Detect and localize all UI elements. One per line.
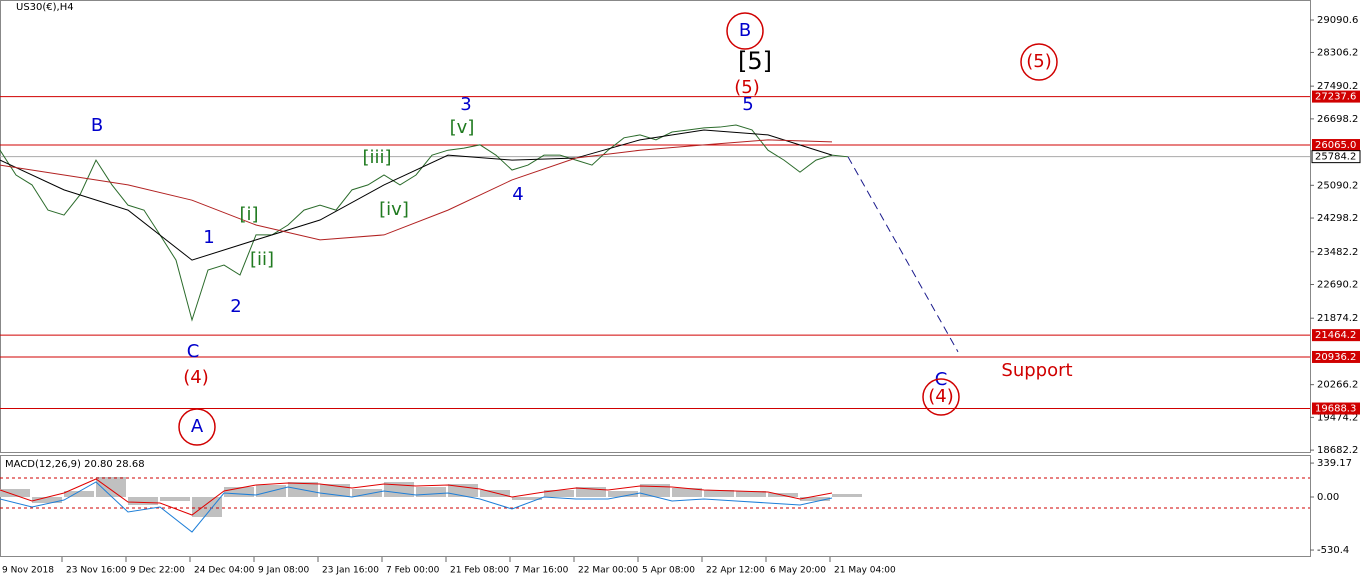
wave-label: [iii] [362, 147, 391, 168]
histogram-bar [416, 487, 446, 497]
wave-label: (4) [928, 386, 954, 407]
level-box [1312, 139, 1360, 152]
macd-title: MACD(12,26,9) 20.80 28.68 [5, 459, 145, 470]
x-tick-label: 23 Nov 16:00 [66, 566, 127, 576]
histogram-bar [32, 497, 62, 503]
level-box [1312, 90, 1360, 103]
y-tick-label: 29090.6 [1317, 15, 1358, 26]
x-tick-label: 9 Nov 2018 [2, 566, 54, 576]
wave-circle [178, 408, 216, 446]
wave-label: [5] [738, 47, 772, 75]
wave-label: 3 [460, 94, 471, 115]
wave-circle [1020, 43, 1058, 81]
wave-label: (4) [183, 367, 209, 388]
y-tick-label: 23482.2 [1317, 247, 1358, 258]
signal-line [0, 478, 833, 516]
wave-label: [iv] [379, 199, 409, 220]
current-price-label: 25784.2 [1315, 152, 1356, 163]
x-tick-label: 22 Mar 00:00 [578, 566, 638, 576]
histogram-bar [352, 489, 382, 497]
y-tick-label: -530.4 [1317, 545, 1349, 556]
wave-label: C [187, 341, 200, 362]
macd-frame [0, 455, 1311, 557]
x-tick-label: 7 Feb 00:00 [386, 566, 440, 576]
x-tick-label: 6 May 20:00 [770, 566, 826, 576]
level-label: 27237.6 [1315, 92, 1356, 103]
wave-label: Support [1001, 360, 1072, 381]
histogram-bar [96, 477, 126, 497]
wave-label: 5 [742, 94, 753, 115]
x-tick-label: 21 May 04:00 [834, 566, 896, 576]
x-tick-label: 23 Jan 16:00 [322, 566, 379, 576]
level-box [1312, 329, 1360, 342]
level-label: 26065.0 [1315, 140, 1356, 151]
level-label: 19688.3 [1315, 404, 1356, 415]
histogram-bar [672, 488, 702, 497]
wave-label: [v] [450, 117, 475, 138]
level-box [1312, 402, 1360, 415]
wave-label: [ii] [250, 249, 274, 270]
histogram-bar [0, 489, 30, 497]
x-tick-label: 7 Mar 16:00 [514, 566, 569, 576]
histogram-bar [640, 484, 670, 497]
histogram-bar [832, 494, 862, 497]
y-tick-label: 22690.2 [1317, 279, 1358, 290]
wave-circle [922, 378, 960, 416]
wave-circle [726, 12, 764, 50]
y-tick-label: 21874.2 [1317, 313, 1358, 324]
y-tick-label: 0.00 [1317, 492, 1339, 503]
y-tick-label: 26698.2 [1317, 114, 1358, 125]
chart-title: US30(€),H4 [16, 2, 74, 13]
x-tick-label: 24 Dec 04:00 [194, 566, 255, 576]
y-tick-label: 28306.2 [1317, 47, 1358, 58]
y-tick-label: 25090.2 [1317, 180, 1358, 191]
histogram-bar [800, 497, 830, 501]
histogram-bar [224, 487, 254, 497]
histogram-bar [192, 497, 222, 517]
histogram-bar [704, 490, 734, 497]
histogram-bar [576, 487, 606, 497]
main-frame [0, 0, 1311, 453]
y-tick-label: 24298.2 [1317, 213, 1358, 224]
price-line [0, 124, 849, 322]
macd-line [0, 481, 833, 533]
wave-label: 1 [203, 227, 214, 248]
histogram-bar [160, 497, 190, 501]
histogram-bar [544, 490, 574, 497]
y-tick-label: 339.17 [1317, 458, 1352, 469]
x-tick-label: 21 Feb 08:00 [450, 566, 509, 576]
y-tick-label: 27490.2 [1317, 81, 1358, 92]
histogram-bar [736, 491, 766, 497]
x-tick-label: 22 Apr 12:00 [706, 566, 765, 576]
histogram-bar [64, 491, 94, 497]
histogram-bar [608, 491, 638, 497]
slow-ma [0, 139, 833, 241]
wave-label: (5) [734, 77, 760, 98]
wave-label: B [91, 115, 103, 136]
wave-label: A [191, 416, 204, 437]
wave-label: B [739, 20, 751, 41]
x-tick-label: 5 Apr 08:00 [642, 566, 695, 576]
fast-ma [0, 129, 833, 261]
wave-label: [i] [239, 204, 258, 225]
wave-label: (5) [1026, 51, 1052, 72]
price-box [1311, 150, 1361, 164]
level-label: 20936.2 [1315, 352, 1356, 363]
y-tick-label: 20266.2 [1317, 380, 1358, 391]
histogram-bar [448, 484, 478, 497]
x-tick-label: 9 Dec 22:00 [130, 566, 185, 576]
level-box [1312, 350, 1360, 363]
projection [847, 156, 959, 353]
y-tick-label: 19474.2 [1317, 412, 1358, 423]
histogram-bar [128, 497, 158, 505]
histogram-bar [512, 497, 542, 500]
x-tick-label: 9 Jan 08:00 [258, 566, 310, 576]
wave-label: 2 [230, 296, 241, 317]
y-tick-label: 18682.2 [1317, 445, 1358, 456]
wave-label: 4 [512, 184, 523, 205]
histogram-bar [480, 490, 510, 497]
level-label: 21464.2 [1315, 330, 1356, 341]
